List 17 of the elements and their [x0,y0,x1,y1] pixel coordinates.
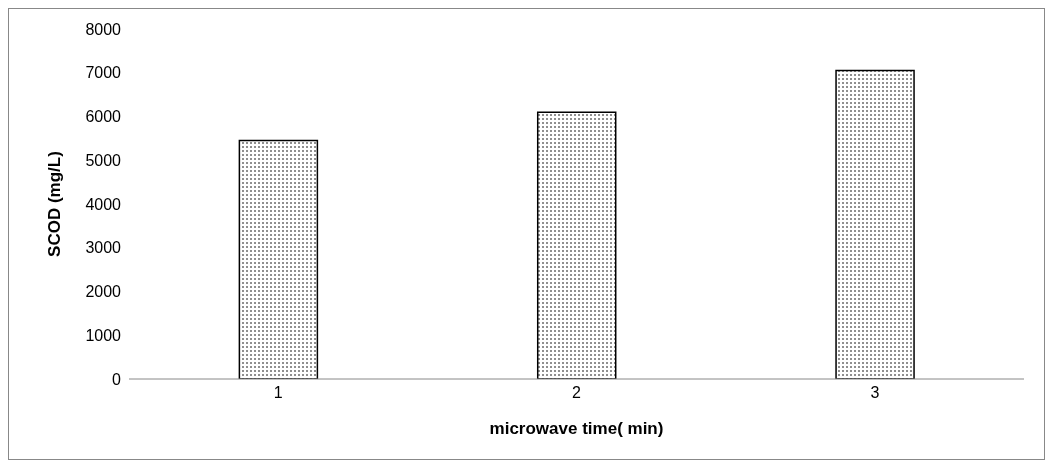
x-axis-title: microwave time( min) [489,419,664,438]
y-tick-label: 4000 [85,195,122,213]
bar [536,111,617,379]
y-tick-label: 0 [112,370,122,388]
x-tick-label: 3 [870,384,880,402]
y-axis-title: SCOD (mg/L) [45,151,65,257]
y-tick-label: 2000 [85,283,122,301]
bar [835,69,915,379]
y-tick-label: 7000 [85,64,122,82]
y-tick-label: 1000 [85,326,122,344]
y-tick-label: 6000 [85,108,122,126]
x-tick-label: 2 [572,384,582,402]
y-tick-label: 8000 [85,20,122,38]
y-tick-label: 5000 [85,151,122,169]
x-tick-label: 1 [273,384,283,402]
y-tick-label: 3000 [85,239,122,257]
bar [238,139,319,379]
